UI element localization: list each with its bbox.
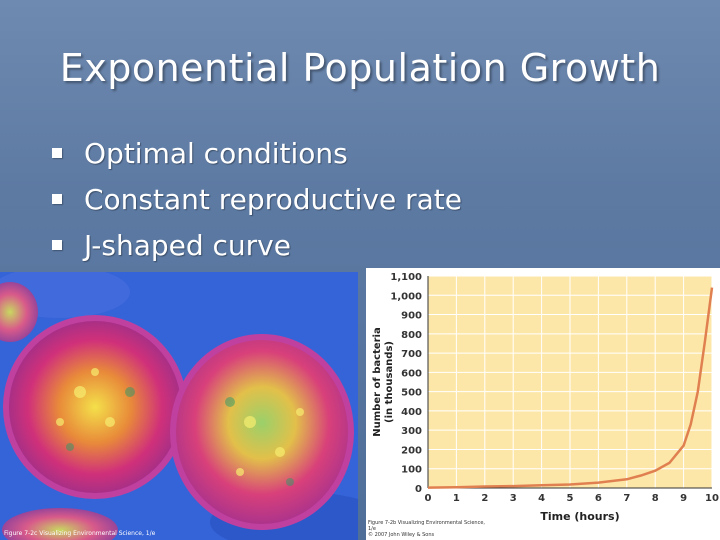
y-tick-label: 200 (401, 445, 422, 456)
y-tick-label: 800 (401, 330, 422, 341)
y-tick-label: 900 (401, 311, 422, 322)
y-tick-label: 1,000 (390, 291, 422, 302)
bullet-item: Constant reproductive rate (52, 176, 462, 222)
growth-curve-line (427, 287, 714, 489)
bullet-text: J-shaped curve (84, 228, 291, 262)
x-tick-label: 2 (481, 493, 488, 504)
y-tick-label: 400 (401, 407, 422, 418)
bullet-square-icon (52, 240, 62, 250)
bullet-item: J-shaped curve (52, 222, 462, 268)
growth-chart: 0 100 200 300 400 500 600 700 800 900 1,000 1,100 0 1… (372, 272, 719, 523)
bullet-square-icon (52, 194, 62, 204)
bullet-item: Optimal conditions (52, 130, 462, 176)
bullet-text: Constant reproductive rate (84, 182, 462, 216)
x-tick-label: 8 (652, 493, 659, 504)
photo-caption: Figure 7-2c Visualizing Environmental Sc… (4, 530, 156, 537)
x-tick-label: 4 (538, 493, 545, 504)
y-tick-label: 1,100 (390, 272, 422, 283)
bacteria-micrograph-image: Figure 7-2c Visualizing Environmental Sc… (0, 272, 358, 540)
y-tick-label: 300 (401, 426, 422, 437)
x-tick-label: 5 (567, 493, 574, 504)
x-tick-label: 0 (425, 493, 432, 504)
x-tick-label: 10 (705, 493, 719, 504)
x-tick-label: 9 (680, 493, 687, 504)
y-tick-label: 100 (401, 465, 422, 476)
y-axis-label: Number of bacteria (372, 327, 383, 436)
chart-caption-line1: Figure 7-2b Visualizing Environmental Sc… (368, 520, 485, 532)
slide-title: Exponential Population Growth (59, 46, 661, 90)
x-tick-label: 6 (595, 493, 602, 504)
y-tick-label: 500 (401, 388, 422, 399)
growth-chart-panel: 0 100 200 300 400 500 600 700 800 900 1,000 1,100 0 1… (366, 268, 720, 540)
chart-caption-line2: © 2007 John Wiley & Sons (368, 532, 435, 538)
x-axis-label: Time (hours) (540, 510, 619, 523)
bullet-text: Optimal conditions (84, 136, 348, 170)
chart-caption: Figure 7-2b Visualizing Environmental Sc… (368, 520, 488, 538)
bullet-list: Optimal conditions Constant reproductive… (52, 130, 462, 268)
x-tick-label: 1 (453, 493, 460, 504)
x-tick-label: 7 (623, 493, 630, 504)
y-axis-label-units: (in thousands) (384, 341, 395, 423)
y-tick-label: 600 (401, 368, 422, 379)
y-tick-label: 0 (415, 484, 422, 495)
y-tick-label: 700 (401, 349, 422, 360)
bacteria-micrograph-drawing (0, 272, 358, 540)
x-tick-label: 3 (510, 493, 517, 504)
bullet-square-icon (52, 148, 62, 158)
